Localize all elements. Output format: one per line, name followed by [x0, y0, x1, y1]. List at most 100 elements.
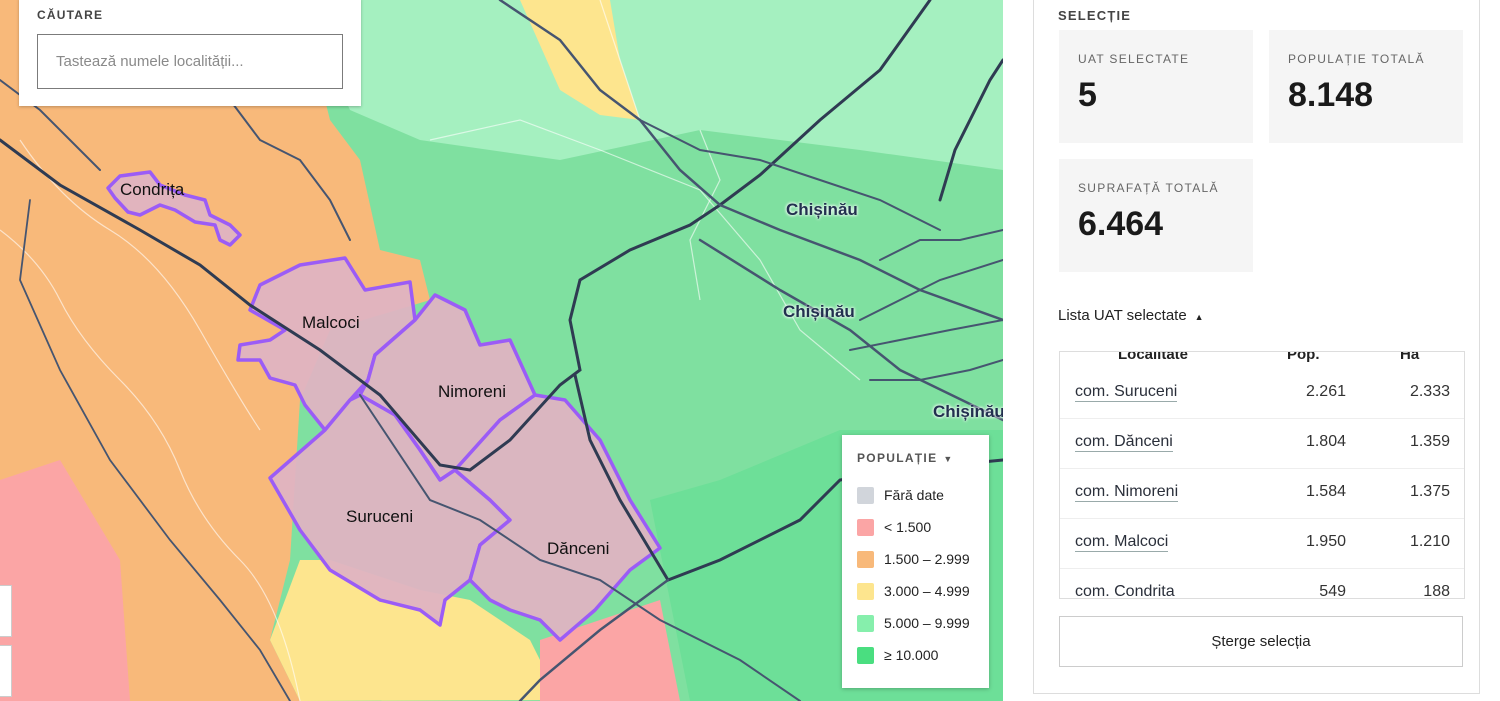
column-header-pop[interactable]: Pop. [1287, 351, 1320, 363]
search-card: CĂUTARE [19, 0, 361, 106]
stat-label: SUPRAFAȚĂ TOTALĂ [1078, 181, 1219, 195]
search-label: CĂUTARE [37, 8, 104, 22]
legend-item: ≥ 10.000 [857, 639, 974, 671]
legend-swatch [857, 518, 874, 536]
place-label-suruceni[interactable]: Suruceni [346, 507, 414, 526]
region-south-pink [540, 600, 680, 701]
road-city-2 [879, 229, 1003, 261]
road-east-1 [718, 203, 1003, 322]
region-north-lightgreen [300, 0, 1003, 170]
legend-item-label: 5.000 – 9.999 [884, 615, 970, 631]
clear-selection-button[interactable]: Șterge selecția [1059, 616, 1463, 667]
column-header-name[interactable]: Localitate [1118, 351, 1189, 363]
legend-swatch [857, 550, 874, 568]
road-north-east [639, 119, 941, 231]
stat-value: 5 [1078, 76, 1097, 114]
region-south-yellow [270, 560, 560, 701]
uat-pop: 549 [1319, 583, 1346, 599]
road-west-3 [19, 199, 291, 701]
uat-list-toggle[interactable]: Lista UAT selectate ▲ [1058, 307, 1204, 324]
stat-value: 8.148 [1288, 76, 1374, 114]
zoom-out-button[interactable] [0, 645, 12, 697]
legend-swatch [857, 582, 874, 600]
stat-label: UAT SELECTATE [1078, 52, 1190, 66]
legend-title: POPULAȚIE [857, 451, 938, 465]
place-label-danceni[interactable]: Dănceni [547, 539, 610, 558]
table-row: com. Malcoci 1.950 1.210 [1060, 518, 1464, 569]
legend-item: 5.000 – 9.999 [857, 607, 974, 639]
place-label-condrita[interactable]: Condrița [120, 180, 185, 199]
table-row: com. Suruceni 2.261 2.333 [1060, 368, 1464, 419]
place-label-nimoreni[interactable]: Nimoreni [438, 382, 507, 401]
road-city-ring [938, 58, 1003, 202]
caret-up-icon: ▲ [1194, 312, 1204, 322]
uat-ha: 1.359 [1409, 433, 1450, 450]
uat-ha: 188 [1423, 583, 1450, 599]
legend-item-label: 3.000 – 4.999 [884, 583, 970, 599]
road-city-4 [849, 319, 1003, 351]
uat-ha: 1.375 [1409, 483, 1450, 500]
legend-swatch [857, 486, 874, 504]
uat-name-link[interactable]: com. Dănceni [1075, 433, 1173, 452]
city-label-chisinau-1: Chișinău [786, 200, 858, 219]
admin-borders [0, 0, 861, 701]
table-row: com. Condrita 549 188 [1060, 568, 1464, 599]
uat-name-link[interactable]: com. Nimoreni [1075, 483, 1179, 502]
road-southwest [359, 394, 801, 701]
place-label-malcoci[interactable]: Malcoci [302, 313, 360, 332]
zoom-in-button[interactable] [0, 585, 12, 637]
legend-swatch [857, 614, 874, 632]
search-input[interactable] [37, 34, 343, 89]
uat-pop: 1.584 [1305, 483, 1346, 500]
uat-ha: 2.333 [1409, 383, 1450, 400]
region-west-pink [0, 460, 130, 701]
uat-list-title: Lista UAT selectate [1058, 307, 1187, 324]
map-canvas[interactable]: Condrița Malcoci Nimoreni Suruceni Dănce… [0, 0, 1003, 701]
uat-pop: 1.950 [1305, 533, 1346, 550]
legend-item-label: < 1.500 [884, 519, 932, 535]
panel-title: SELECȚIE [1058, 8, 1132, 23]
uat-pop: 1.804 [1305, 433, 1346, 450]
road-west-1 [0, 79, 101, 171]
legend-item-label: Fără date [884, 487, 944, 503]
table-row: com. Nimoreni 1.584 1.375 [1060, 468, 1464, 519]
legend-item: Fără date [857, 479, 974, 511]
road-main-2 [498, 0, 722, 207]
table-header: Localitate Pop. Ha [1060, 351, 1464, 368]
stat-total-area: SUPRAFAȚĂ TOTALĂ 6.464 [1059, 159, 1253, 272]
roads [0, 0, 1003, 701]
legend-item: 3.000 – 4.999 [857, 575, 974, 607]
legend-item: < 1.500 [857, 511, 974, 543]
road-south [518, 578, 670, 701]
legend-item: 1.500 – 2.999 [857, 543, 974, 575]
uat-name-link[interactable]: com. Suruceni [1075, 383, 1178, 402]
road-east-2 [698, 238, 1003, 422]
legend-toggle[interactable]: POPULAȚIE ▼ [857, 451, 974, 465]
stat-total-population: POPULAȚIE TOTALĂ 8.148 [1269, 30, 1463, 143]
caret-down-icon: ▼ [943, 454, 954, 464]
uat-name-link[interactable]: com. Condrita [1075, 583, 1175, 598]
legend: POPULAȚIE ▼ Fără date < 1.500 1.500 – 2.9… [842, 435, 989, 688]
region-west-orange [0, 0, 430, 701]
selected-uat-areas [106, 170, 662, 642]
road-main-1 [0, 0, 932, 472]
stat-uat-count: UAT SELECTATE 5 [1059, 30, 1253, 143]
road-city-3 [859, 259, 1003, 321]
road-city-5 [869, 359, 1003, 381]
uat-condrita [106, 170, 242, 247]
table-row: com. Dănceni 1.804 1.359 [1060, 418, 1464, 469]
uat-danceni [453, 393, 662, 642]
road-west-2 [229, 99, 351, 241]
legend-item-label: ≥ 10.000 [884, 647, 939, 663]
selection-panel: SELECȚIE UAT SELECTATE 5 POPULAȚIE TOTAL… [1003, 0, 1500, 701]
uat-pop: 2.261 [1305, 383, 1346, 400]
uat-table[interactable]: Localitate Pop. Ha com. Suruceni 2.261 2… [1059, 351, 1465, 599]
city-label-chisinau-2: Chișinău [783, 302, 855, 321]
stat-value: 6.464 [1078, 205, 1164, 243]
uat-name-link[interactable]: com. Malcoci [1075, 533, 1169, 552]
column-header-ha[interactable]: Ha [1400, 351, 1420, 363]
uat-ha: 1.210 [1409, 533, 1450, 550]
legend-swatch [857, 646, 874, 664]
city-label-chisinau-3: Chișinău [933, 402, 1003, 421]
legend-item-label: 1.500 – 2.999 [884, 551, 970, 567]
